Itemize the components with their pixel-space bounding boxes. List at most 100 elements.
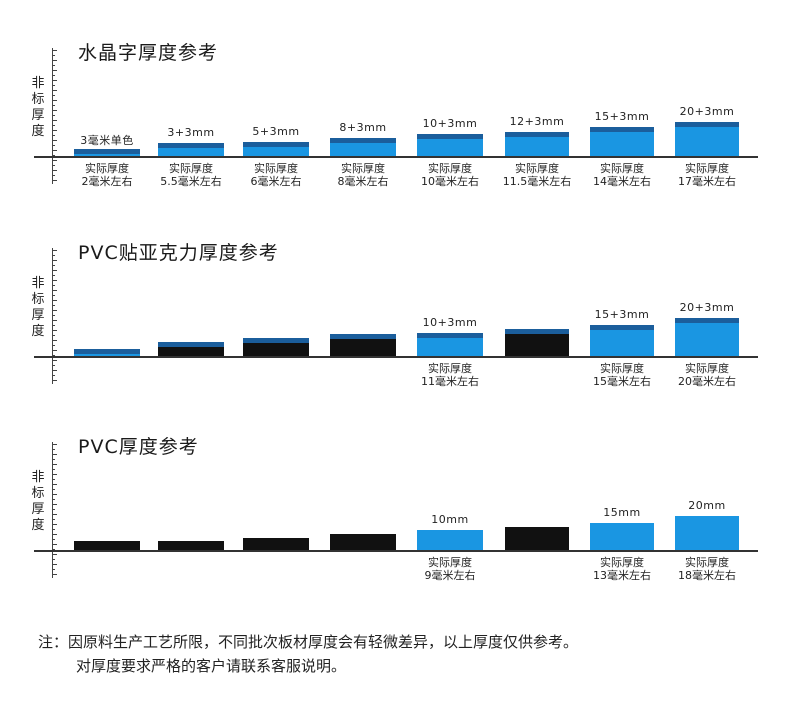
bar-cap <box>675 318 739 323</box>
ruler-tick <box>52 55 55 56</box>
ruler-tick <box>52 165 55 166</box>
ruler-tick <box>52 509 55 510</box>
bar-sublabel: 2毫米左右 <box>81 175 133 188</box>
thickness-bar <box>675 122 739 156</box>
bar-label: 10+3mm <box>422 117 478 130</box>
y-axis-label: 非标厚度 <box>31 276 45 339</box>
ruler-tick <box>52 300 57 301</box>
bar-sublabel: 实际厚度 <box>169 162 213 175</box>
bar-cap <box>330 334 396 339</box>
ruler-tick <box>52 155 55 156</box>
ruler-tick <box>52 360 57 361</box>
ruler-tick <box>52 160 57 161</box>
thickness-bar <box>74 541 140 550</box>
ruler-tick <box>52 559 55 560</box>
ruler-tick <box>52 255 55 256</box>
thickness-bar <box>74 349 140 356</box>
section-3: PVC厚度参考非标厚度 10mm 实际厚度 9毫米左右 15mm 实际厚度 13毫米左右 20… <box>0 432 790 602</box>
bar-sublabel: 10毫米左右 <box>421 175 479 188</box>
ruler-tick <box>52 290 57 291</box>
y-axis-label: 非标厚度 <box>31 470 45 533</box>
bar-cap <box>590 127 654 132</box>
ruler-tick <box>52 125 55 126</box>
thickness-bar <box>158 541 224 550</box>
ruler-tick <box>52 75 55 76</box>
bar-sublabel: 20毫米左右 <box>678 375 736 388</box>
baseline <box>34 156 758 158</box>
footnote: 注：因原料生产工艺所限，不同批次板材厚度会有轻微差异，以上厚度仅供参考。 对厚度… <box>38 630 578 678</box>
ruler-tick <box>52 375 55 376</box>
thickness-bar <box>590 127 654 156</box>
ruler-tick <box>52 464 57 465</box>
ruler-tick <box>52 60 57 61</box>
ruler-tick <box>52 325 55 326</box>
ruler-tick <box>52 474 57 475</box>
ruler-tick <box>52 469 55 470</box>
thickness-bar <box>330 534 396 550</box>
ruler-tick <box>52 330 57 331</box>
ruler-tick <box>52 130 57 131</box>
ruler-tick <box>52 120 57 121</box>
ruler-tick <box>52 574 57 575</box>
ruler-tick <box>52 100 57 101</box>
ruler-tick <box>52 80 57 81</box>
thickness-bar <box>417 333 483 356</box>
ruler-tick <box>52 250 57 251</box>
ruler-tick <box>52 345 55 346</box>
ruler-tick <box>52 489 55 490</box>
bar-sublabel: 15毫米左右 <box>593 375 651 388</box>
thickness-bar <box>505 329 569 356</box>
bar-cap <box>505 132 569 137</box>
bar-sublabel: 实际厚度 <box>600 162 644 175</box>
ruler-tick <box>52 524 57 525</box>
bar-sublabel: 实际厚度 <box>600 556 644 569</box>
bar-label: 15mm <box>603 506 641 519</box>
bar-cap <box>74 149 140 154</box>
bar-label: 15+3mm <box>594 110 650 123</box>
ruler-tick <box>52 150 57 151</box>
ruler-tick <box>52 85 55 86</box>
footnote-line-2: 对厚度要求严格的客户请联系客服说明。 <box>76 657 347 675</box>
bar-sublabel: 9毫米左右 <box>424 569 476 582</box>
baseline <box>34 356 758 358</box>
ruler-tick <box>52 145 55 146</box>
ruler-tick <box>52 260 57 261</box>
ruler-tick <box>52 310 57 311</box>
bar-label: 20mm <box>688 499 726 512</box>
bar-sublabel: 实际厚度 <box>515 162 559 175</box>
baseline <box>34 550 758 552</box>
section-title: PVC贴亚克力厚度参考 <box>78 242 279 264</box>
ruler-tick <box>52 479 55 480</box>
bar-label: 3毫米单色 <box>80 134 134 147</box>
bar-sublabel: 18毫米左右 <box>678 569 736 582</box>
bar-sublabel: 实际厚度 <box>428 362 472 375</box>
bar-sublabel: 实际厚度 <box>685 162 729 175</box>
bar-cap <box>158 342 224 347</box>
section-2: PVC贴亚克力厚度参考非标厚度 10+3mm 实际厚度 11毫米左右 15+3mm 实际厚… <box>0 238 790 408</box>
thickness-bar <box>243 142 309 156</box>
thickness-bar <box>675 516 739 550</box>
bar-cap <box>417 134 483 139</box>
ruler-tick <box>52 305 55 306</box>
bar-sublabel: 实际厚度 <box>685 556 729 569</box>
bar-sublabel: 实际厚度 <box>600 362 644 375</box>
bar-label: 5+3mm <box>252 125 300 138</box>
ruler-tick <box>52 484 57 485</box>
bar-sublabel: 11.5毫米左右 <box>502 175 572 188</box>
bar-label: 20+3mm <box>679 105 735 118</box>
ruler-tick <box>52 350 57 351</box>
ruler-tick <box>52 494 57 495</box>
ruler <box>52 442 53 578</box>
bar-label: 15+3mm <box>594 308 650 321</box>
bar-label: 10+3mm <box>422 316 478 329</box>
bar-sublabel: 实际厚度 <box>428 162 472 175</box>
bar-label: 3+3mm <box>167 126 215 139</box>
bar-cap <box>158 143 224 148</box>
ruler-tick <box>52 320 57 321</box>
thickness-bar <box>505 132 569 156</box>
ruler-tick <box>52 50 57 51</box>
ruler-tick <box>52 549 55 550</box>
bar-sublabel: 6毫米左右 <box>250 175 302 188</box>
ruler-tick <box>52 170 57 171</box>
ruler-tick <box>52 175 55 176</box>
